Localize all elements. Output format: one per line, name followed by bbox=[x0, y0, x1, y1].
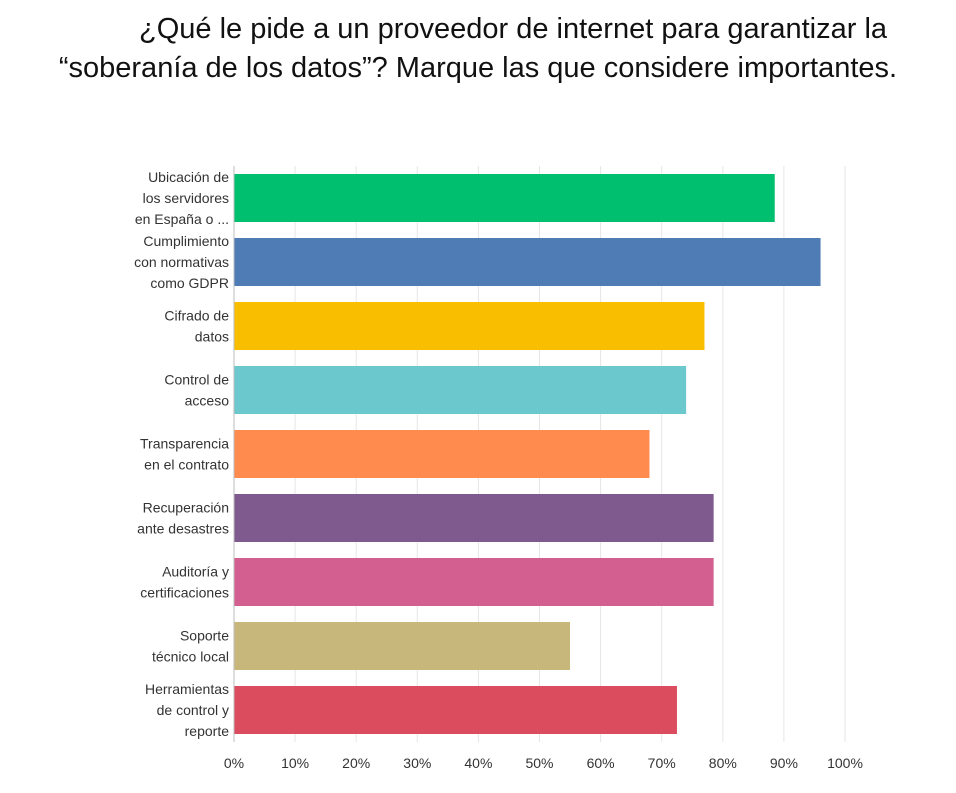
category-label: Cifrado de datos bbox=[164, 308, 229, 345]
x-tick-label: 40% bbox=[464, 755, 492, 771]
bar[interactable] bbox=[234, 302, 705, 350]
bar[interactable] bbox=[234, 174, 775, 222]
bar[interactable] bbox=[234, 366, 687, 414]
category-labels: Ubicación de los servidores en España o ..… bbox=[134, 169, 229, 739]
x-tick-label: 60% bbox=[587, 755, 615, 771]
category-label: Ubicación de los servidores en España o ..… bbox=[135, 169, 229, 227]
category-label: Soporte técnico local bbox=[152, 628, 229, 665]
x-tick-label: 20% bbox=[342, 755, 370, 771]
chart-title-line-1: ¿Qué le pide a un proveedor de internet … bbox=[138, 13, 888, 45]
category-label: Control de acceso bbox=[164, 372, 229, 409]
x-tick-label: 70% bbox=[648, 755, 676, 771]
x-tick-label: 90% bbox=[770, 755, 798, 771]
x-tick-label: 100% bbox=[827, 755, 863, 771]
category-label: Recuperación ante desastres bbox=[137, 500, 229, 537]
x-tick-label: 80% bbox=[709, 755, 737, 771]
category-label: Herramientas de control y reporte bbox=[145, 681, 229, 739]
x-axis-ticks: 0% 10% 20% 30% 40% 50% 60% 70% 80% 90% 100% bbox=[224, 755, 863, 771]
chart-title: ¿Qué le pide a un proveedor de internet … bbox=[0, 10, 956, 88]
x-tick-label: 10% bbox=[281, 755, 309, 771]
bar[interactable] bbox=[234, 686, 677, 734]
x-tick-label: 0% bbox=[224, 755, 244, 771]
bars bbox=[234, 174, 821, 734]
bar[interactable] bbox=[234, 430, 650, 478]
category-label: Auditoría y certificaciones bbox=[140, 564, 229, 601]
category-label: Transparencia en el contrato bbox=[140, 436, 229, 473]
x-tick-label: 30% bbox=[403, 755, 431, 771]
bar[interactable] bbox=[234, 558, 714, 606]
category-label: Cumplimiento con normativas como GDPR bbox=[134, 233, 229, 291]
bar[interactable] bbox=[234, 238, 821, 286]
x-tick-label: 50% bbox=[525, 755, 553, 771]
chart-title-line-2: “soberanía de los datos”? Marque las que… bbox=[58, 52, 898, 84]
bar[interactable] bbox=[234, 622, 571, 670]
bar[interactable] bbox=[234, 494, 714, 542]
